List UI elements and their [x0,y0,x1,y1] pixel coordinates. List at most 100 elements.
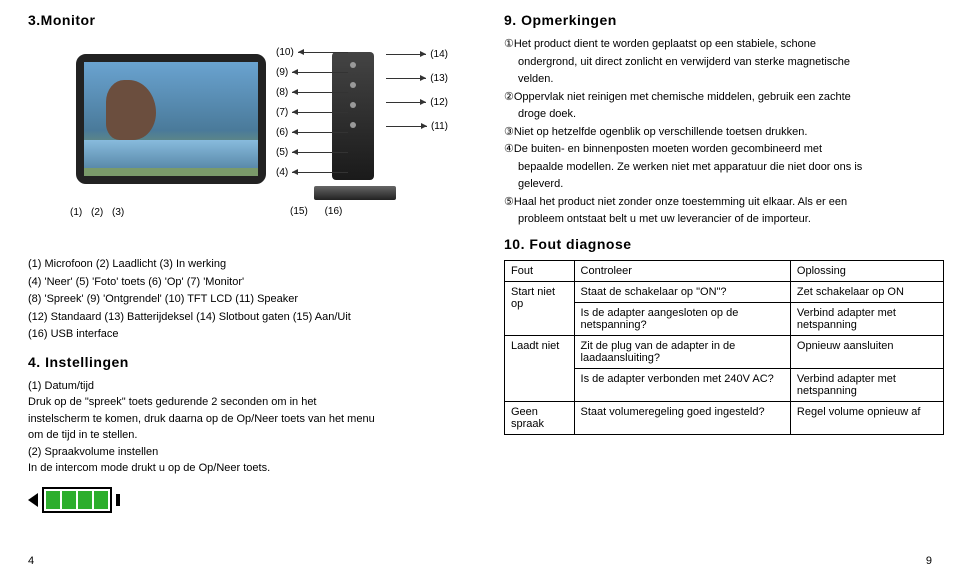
opm-line: ②Oppervlak niet reinigen met chemische m… [504,89,944,106]
opm-line: ④De buiten- en binnenposten moeten worde… [504,141,944,158]
diag-num: (3) [112,207,124,218]
diag-num: (5) [276,147,288,158]
page-number-right: 9 [926,555,932,567]
battery-segment [78,491,92,509]
leader-line [298,52,348,53]
diag-num: (9) [276,67,288,78]
cell-controleer: Staat de schakelaar op "ON"? [574,281,790,302]
battery-segment [46,491,60,509]
cell-controleer: Zit de plug van de adapter in de laadaan… [574,335,790,368]
leader-line [386,102,426,103]
diag-num: (15) [290,206,308,217]
opm-line: ondergrond, uit direct zonlicht en verwi… [518,54,944,71]
panel-strip [314,186,396,200]
diag-num: (13) [430,73,448,84]
diag-num: (6) [276,127,288,138]
opm-line: probleem ontstaat belt u met uw leveranc… [518,211,944,228]
diagram-stack-numbers: (10) (9) (8) (7) (6) (5) (4) [276,42,348,182]
cell-fout: Start niet op [505,281,575,335]
legend-line: (1) Microfoon (2) Laadlicht (3) In werki… [28,256,468,274]
cell-oplossing: Verbind adapter met netspanning [790,368,943,401]
screen-rock [106,80,156,140]
leader-line [386,78,426,79]
opm-line: ⑤Haal het product niet zonder onze toest… [504,194,944,211]
cell-fout: Laadt niet [505,335,575,401]
panel-dot [350,122,356,128]
inst-line: Druk op de "spreek" toets gedurende 2 se… [28,394,468,411]
battery-segment [62,491,76,509]
diag-num: (12) [430,97,448,108]
monitor-diagram: (10) (9) (8) (7) (6) (5) (4) (14) (13) (… [28,36,468,246]
cell-oplossing: Opnieuw aansluiten [790,335,943,368]
opmerkingen-body: ①Het product dient te worden geplaatst o… [504,36,944,228]
screen-water [84,140,258,168]
cell-controleer: Staat volumeregeling goed ingesteld? [574,401,790,434]
inst-line: (1) Datum/tijd [28,378,468,395]
diag-num: (10) [276,47,294,58]
leader-line [292,172,348,173]
page-number-left: 4 [28,555,34,567]
opm-line: ①Het product dient te worden geplaatst o… [504,36,944,53]
table-row: Laadt niet Zit de plug van de adapter in… [505,335,944,368]
battery-indicator [28,487,468,513]
cell-oplossing: Verbind adapter met netspanning [790,302,943,335]
battery-body [42,487,112,513]
battery-tip [116,494,120,506]
instellingen-body: (1) Datum/tijd Druk op de "spreek" toets… [28,378,468,477]
inst-line: (2) Spraakvolume instellen [28,444,468,461]
right-page: 9. Opmerkingen ①Het product dient te wor… [504,12,944,563]
cell-controleer: Is de adapter aangesloten op de netspann… [574,302,790,335]
legend-line: (16) USB interface [28,326,468,344]
diagram-bottom-left-numbers: (1) (2) (3) [70,207,130,218]
heading-opmerkingen: 9. Opmerkingen [504,12,944,28]
th-fout: Fout [505,260,575,281]
leader-line [292,132,348,133]
opm-line: droge doek. [518,106,944,123]
cell-oplossing: Regel volume opnieuw af [790,401,943,434]
leader-line [292,152,348,153]
left-page: 3.Monitor (10) (9) (8) (7) (6) (5) (4) (… [28,12,468,563]
table-row: Geen spraak Staat volumeregeling goed in… [505,401,944,434]
panel-dot [350,102,356,108]
cell-oplossing: Zet schakelaar op ON [790,281,943,302]
legend-line: (4) 'Neer' (5) 'Foto' toets (6) 'Op' (7)… [28,274,468,292]
monitor-frame [76,54,266,184]
th-controleer: Controleer [574,260,790,281]
inst-line: instelscherm te komen, druk daarna op de… [28,411,468,428]
heading-fout: 10. Fout diagnose [504,236,944,252]
diagram-right-numbers: (14) (13) (12) (11) [386,42,448,138]
leader-line [292,92,348,93]
leader-line [292,72,348,73]
diag-num: (11) [431,121,448,132]
table-header-row: Fout Controleer Oplossing [505,260,944,281]
heading-instellingen: 4. Instellingen [28,354,468,370]
leader-line [386,126,427,127]
diag-num: (16) [325,206,343,217]
legend: (1) Microfoon (2) Laadlicht (3) In werki… [28,256,468,344]
legend-line: (8) 'Spreek' (9) 'Ontgrendel' (10) TFT L… [28,291,468,309]
diag-num: (2) [91,207,103,218]
battery-arrow-icon [28,493,38,507]
opm-line: bepaalde modellen. Ze werken niet met ap… [518,159,944,176]
heading-monitor: 3.Monitor [28,12,468,28]
opm-line: geleverd. [518,176,944,193]
cell-controleer: Is de adapter verbonden met 240V AC? [574,368,790,401]
cell-fout: Geen spraak [505,401,575,434]
inst-line: om de tijd in te stellen. [28,427,468,444]
inst-line: In de intercom mode drukt u op de Op/Nee… [28,460,468,477]
diag-num: (8) [276,87,288,98]
battery-segment [94,491,108,509]
monitor-screen [84,62,258,176]
diag-num: (1) [70,207,82,218]
legend-line: (12) Standaard (13) Batterijdeksel (14) … [28,309,468,327]
diagram-bottom-right-numbers: (15) (16) [290,206,356,217]
th-oplossing: Oplossing [790,260,943,281]
panel-dot [350,82,356,88]
leader-line [386,54,426,55]
leader-line [292,112,348,113]
diag-num: (14) [430,49,448,60]
panel-dot [350,62,356,68]
diag-num: (7) [276,107,288,118]
opm-line: ③Niet op hetzelfde ogenblik op verschill… [504,124,944,141]
opm-line: velden. [518,71,944,88]
